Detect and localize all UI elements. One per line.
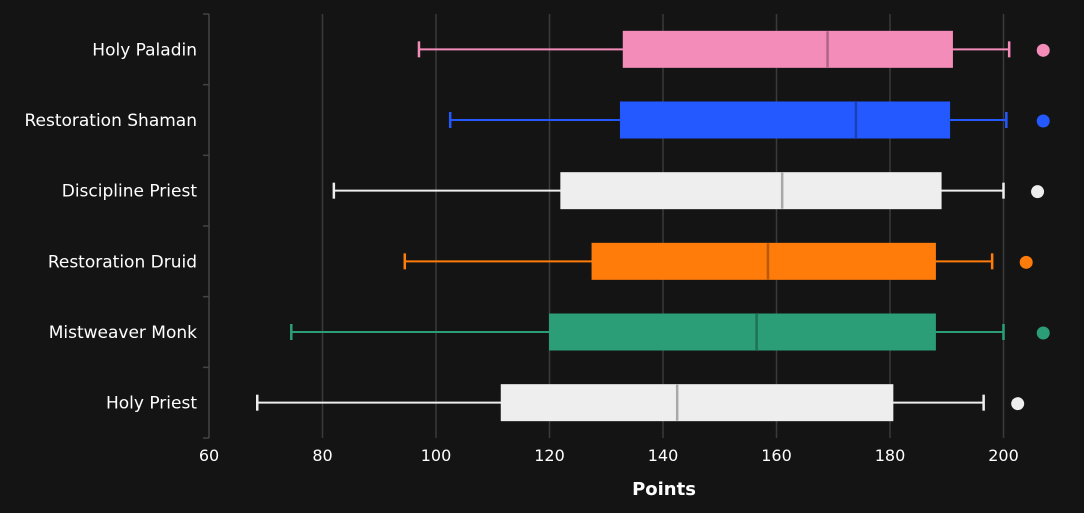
outlier-point[interactable] <box>1031 185 1045 199</box>
gridlines <box>321 14 1005 438</box>
iqr-box[interactable] <box>560 172 942 210</box>
category-label-mistweaver-monk: Mistweaver Monk <box>49 323 197 343</box>
box-group-holy-priest <box>255 384 1025 422</box>
x-tick-label: 140 <box>648 446 679 465</box>
outlier-point[interactable] <box>1036 114 1050 128</box>
x-tick-label: 180 <box>875 446 906 465</box>
category-labels: Holy Paladin Restoration Shaman Discipline… <box>24 40 197 413</box>
iqr-box[interactable] <box>549 313 936 351</box>
iqr-box[interactable] <box>619 101 951 139</box>
x-axis-title: Points <box>632 479 696 500</box>
outlier-point[interactable] <box>1036 326 1050 340</box>
axes <box>203 13 210 439</box>
x-tick-label: 80 <box>312 446 332 465</box>
box-group-restoration-shaman <box>448 101 1050 139</box>
box-group-mistweaver-monk <box>290 313 1050 351</box>
category-label-holy-paladin: Holy Paladin <box>92 40 197 60</box>
outlier-point[interactable] <box>1036 43 1050 57</box>
x-tick-labels: 60 80 100 120 140 160 180 200 <box>199 446 1019 465</box>
outlier-point[interactable] <box>1019 255 1033 269</box>
box-group-holy-paladin <box>417 30 1050 68</box>
category-label-restoration-shaman: Restoration Shaman <box>24 111 197 131</box>
x-tick-label: 60 <box>199 446 219 465</box>
category-label-discipline-priest: Discipline Priest <box>62 182 198 202</box>
outlier-point[interactable] <box>1011 397 1025 411</box>
x-tick-label: 200 <box>988 446 1019 465</box>
x-tick-label: 100 <box>421 446 452 465</box>
category-label-holy-priest: Holy Priest <box>106 394 197 414</box>
x-tick-label: 120 <box>534 446 565 465</box>
iqr-box[interactable] <box>622 30 953 68</box>
boxes <box>255 30 1050 422</box>
iqr-box[interactable] <box>500 384 894 422</box>
category-label-restoration-druid: Restoration Druid <box>48 252 197 272</box>
iqr-box[interactable] <box>591 242 936 280</box>
box-group-restoration-druid <box>403 242 1033 280</box>
x-tick-label: 160 <box>761 446 792 465</box>
box-group-discipline-priest <box>332 172 1045 210</box>
